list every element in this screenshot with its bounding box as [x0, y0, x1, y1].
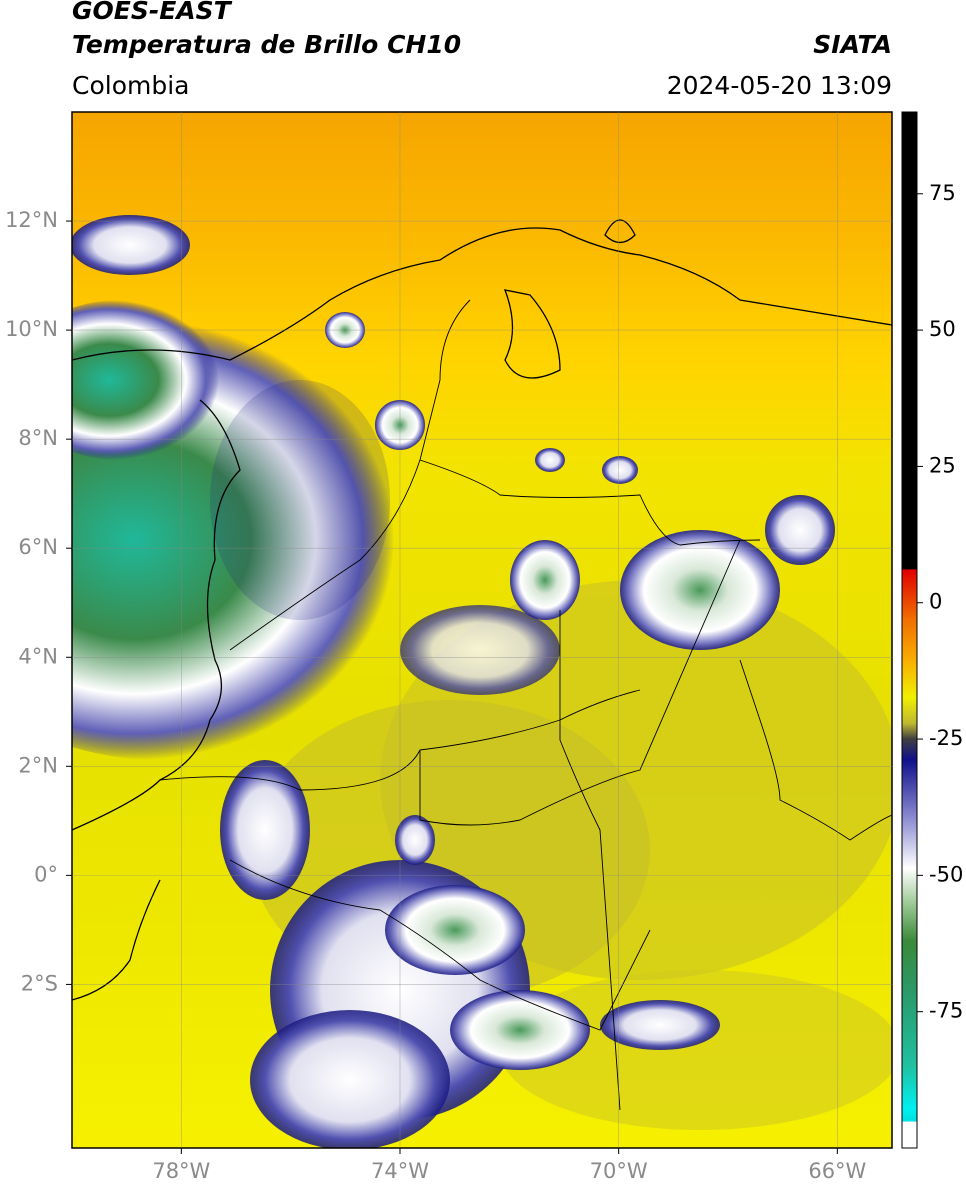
lon-label: 74°W	[371, 1159, 429, 1183]
source: SIATA	[813, 30, 892, 59]
lat-label: 8°N	[18, 426, 58, 450]
lon-label: 70°W	[590, 1159, 648, 1183]
satellite-image	[72, 112, 892, 1148]
lat-label: 2°N	[18, 753, 58, 777]
colorbar-label: 75	[929, 181, 956, 205]
colorbar-label: 25	[929, 453, 956, 477]
lat-label: 12°N	[5, 208, 58, 232]
lon-label: 78°W	[152, 1159, 210, 1183]
colorbar-label: -50	[929, 862, 963, 886]
colorbar-label: 0	[929, 590, 942, 614]
colorbar-label: -75	[929, 999, 963, 1023]
subtitle: Temperatura de Brillo CH10	[72, 30, 461, 59]
datetime: 2024-05-20 13:09	[667, 71, 892, 100]
region: Colombia	[72, 71, 189, 100]
lat-label: 6°N	[18, 535, 58, 559]
title: GOES-EAST	[72, 0, 233, 25]
lon-label: 66°W	[808, 1159, 866, 1183]
lat-label: 4°N	[18, 644, 58, 668]
lat-label: 0°	[34, 862, 58, 886]
map-frame	[71, 111, 893, 1149]
lat-label: 2°S	[21, 971, 58, 995]
colorbar-label: -25	[929, 726, 963, 750]
colorbar-label: 50	[929, 317, 956, 341]
colorbar	[901, 111, 918, 1149]
lat-label: 10°N	[5, 317, 58, 341]
